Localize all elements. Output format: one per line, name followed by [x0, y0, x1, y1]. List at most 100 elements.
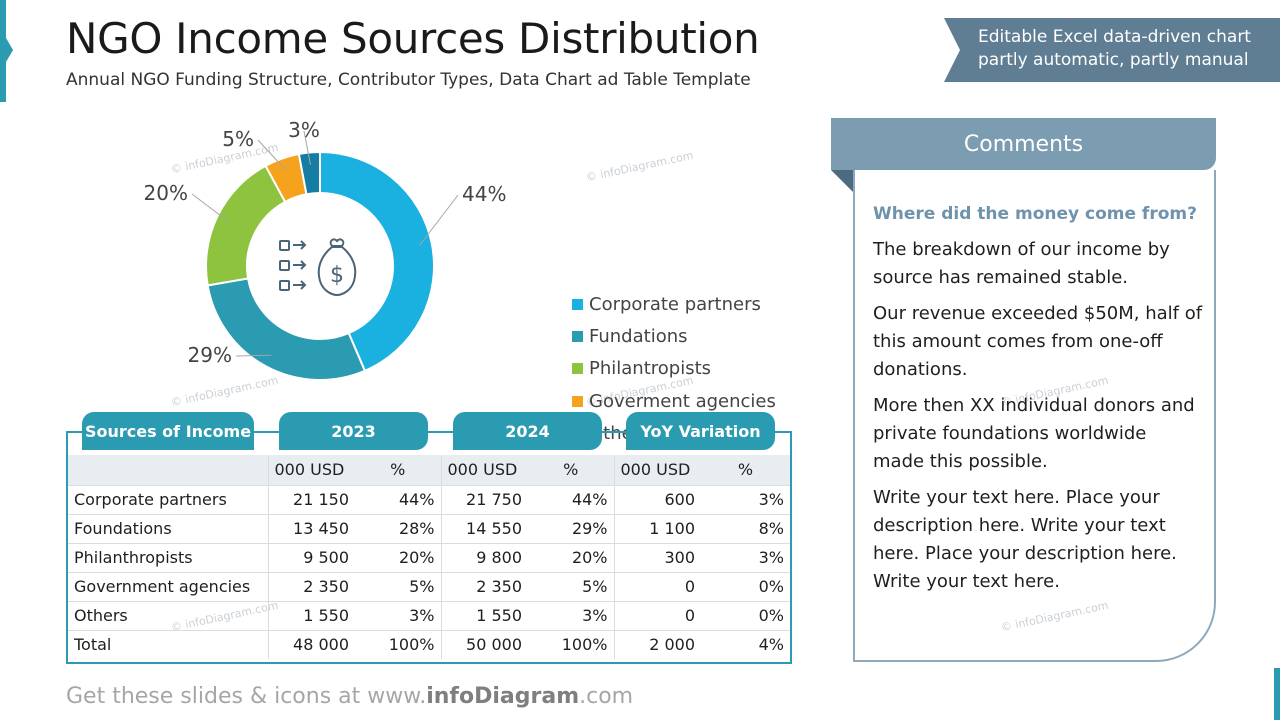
legend-label: Fundations: [589, 326, 688, 348]
donut-slice: [206, 277, 367, 381]
svg-text:$: $: [330, 263, 344, 288]
table-cell: 21 150: [267, 484, 355, 514]
table-cell: 0%: [701, 600, 790, 630]
legend-label: Goverment agencies: [589, 390, 776, 412]
legend-item: Corporate partners: [572, 288, 776, 320]
legend-label: Corporate partners: [589, 293, 761, 315]
table-cell: 1 100: [613, 513, 701, 543]
legend-item: Goverment agencies: [572, 385, 776, 417]
table-cell: 9 800: [440, 542, 528, 572]
comments-body: Where did the money come from? The break…: [873, 204, 1203, 604]
table-cell: 5%: [355, 571, 441, 601]
editable-note-banner: Editable Excel data-driven chart partly …: [944, 18, 1280, 82]
legend-swatch: [572, 298, 583, 310]
table-cell: 600: [613, 484, 701, 514]
donut-svg: 44% 29% 20% 5% 3%: [144, 118, 506, 381]
left-accent-arrow: [6, 38, 13, 62]
footer-brand: infoDiagram: [426, 684, 580, 709]
comments-paragraph: Our revenue exceeded $50M, half of this …: [873, 303, 1203, 380]
table-cell-label: Corporate partners: [68, 484, 268, 514]
comments-title: Comments: [831, 118, 1216, 170]
comments-paragraph: The breakdown of our income by source ha…: [873, 239, 1170, 288]
comments-fold: [831, 170, 853, 192]
table-cell: 3%: [701, 484, 790, 514]
slice-percent-label: 20%: [144, 181, 188, 205]
table-header-yoy: YoY Variation: [626, 412, 775, 450]
legend-item: Philantropists: [572, 353, 776, 385]
table-cell: 48 000: [267, 629, 355, 659]
donut-chart: 44% 29% 20% 5% 3% $ Corporate partners Funda…: [0, 100, 800, 444]
legend-item: Fundations: [572, 320, 776, 352]
table-header-sources: Sources of Income: [82, 412, 254, 450]
table-cell: 000 USD: [267, 455, 355, 485]
slice-percent-label: 3%: [288, 118, 320, 142]
table-cell: 1 550: [267, 600, 355, 630]
table-cell: 4%: [701, 629, 790, 659]
table-unit-row: 000 USD% 000 USD% 000 USD%: [68, 455, 790, 485]
table-header-2023: 2023: [279, 412, 428, 450]
table-cell: %: [701, 455, 790, 485]
data-table: 000 USD% 000 USD% 000 USD% Corporate partne…: [68, 455, 790, 659]
slice-percent-label: 5%: [222, 127, 254, 151]
slice-percent-label: 44%: [462, 182, 506, 206]
donut-slice: [319, 150, 435, 373]
table-header-2024: 2024: [453, 412, 602, 450]
table-cell: 8%: [701, 513, 790, 543]
table-cell: 3%: [528, 600, 614, 630]
label-leader-line: [257, 139, 287, 171]
table-cell-label: Total: [68, 629, 268, 659]
table-row: Others 1 550 3% 1 550 3% 0 0%: [68, 600, 790, 630]
table-cell: 3%: [701, 542, 790, 572]
table-cell-label: Philanthropists: [68, 542, 268, 572]
table-cell: 50 000: [440, 629, 528, 659]
label-leader-line: [419, 194, 459, 246]
table-cell: 0: [613, 571, 701, 601]
note-line-1: Editable Excel data-driven chart: [978, 27, 1251, 47]
legend-swatch: [572, 331, 583, 343]
table-cell: 14 550: [440, 513, 528, 543]
table-cell: 100%: [355, 629, 441, 659]
table-cell: 21 750: [440, 484, 528, 514]
table-row: Philanthropists 9 500 20% 9 800 20% 300 3%: [68, 542, 790, 572]
table-cell: 0: [613, 600, 701, 630]
footer-link[interactable]: Get these slides & icons at www.infoDiag…: [66, 684, 633, 709]
footer-suffix: .com: [579, 684, 634, 709]
comments-panel: [853, 170, 1216, 662]
chart-legend: Corporate partners Fundations Philantrop…: [572, 288, 776, 450]
table-cell: 20%: [355, 542, 441, 572]
table-row: Foundations 13 450 28% 14 550 29% 1 100 8%: [68, 513, 790, 543]
label-leader-line: [303, 130, 312, 166]
table-cell: 29%: [528, 513, 614, 543]
page-subtitle: Annual NGO Funding Structure, Contributo…: [66, 70, 751, 90]
table-row: Total 48 000 100% 50 000 100% 2 000 4%: [68, 629, 790, 659]
table-row: Government agencies 2 350 5% 2 350 5% 0 0%: [68, 571, 790, 601]
comments-question: Where did the money come from?: [873, 204, 1197, 224]
footer-prefix: Get these slides & icons at www.: [66, 684, 427, 709]
table-cell: 100%: [528, 629, 614, 659]
legend-swatch: [572, 395, 583, 407]
table-cell: 44%: [528, 484, 614, 514]
income-table: Sources of Income 2023 2024 YoY Variatio…: [66, 412, 792, 664]
table-cell: 5%: [528, 571, 614, 601]
slice-percent-label: 29%: [188, 343, 232, 367]
table-cell: 2 350: [440, 571, 528, 601]
table-cell: 000 USD: [440, 455, 528, 485]
note-line-2: partly automatic, partly manual: [978, 50, 1249, 70]
table-cell: 2 350: [267, 571, 355, 601]
table-cell: %: [355, 455, 441, 485]
legend-label: Philantropists: [589, 358, 712, 380]
table-cell-label: Others: [68, 600, 268, 630]
table-cell: %: [528, 455, 614, 485]
money-bag-icon: $: [279, 238, 357, 297]
donut-slice: [297, 150, 321, 196]
table-cell: 0%: [701, 571, 790, 601]
comments-paragraph: More then XX individual donors and priva…: [873, 395, 1195, 472]
table-cell: 2 000: [613, 629, 701, 659]
table-cell: 28%: [355, 513, 441, 543]
left-accent-bar: [0, 0, 6, 102]
right-accent-bar: [1274, 668, 1280, 720]
table-cell-label: Government agencies: [68, 571, 268, 601]
table-frame: [66, 431, 792, 664]
table-cell: 300: [613, 542, 701, 572]
table-cell-label: [68, 455, 268, 485]
